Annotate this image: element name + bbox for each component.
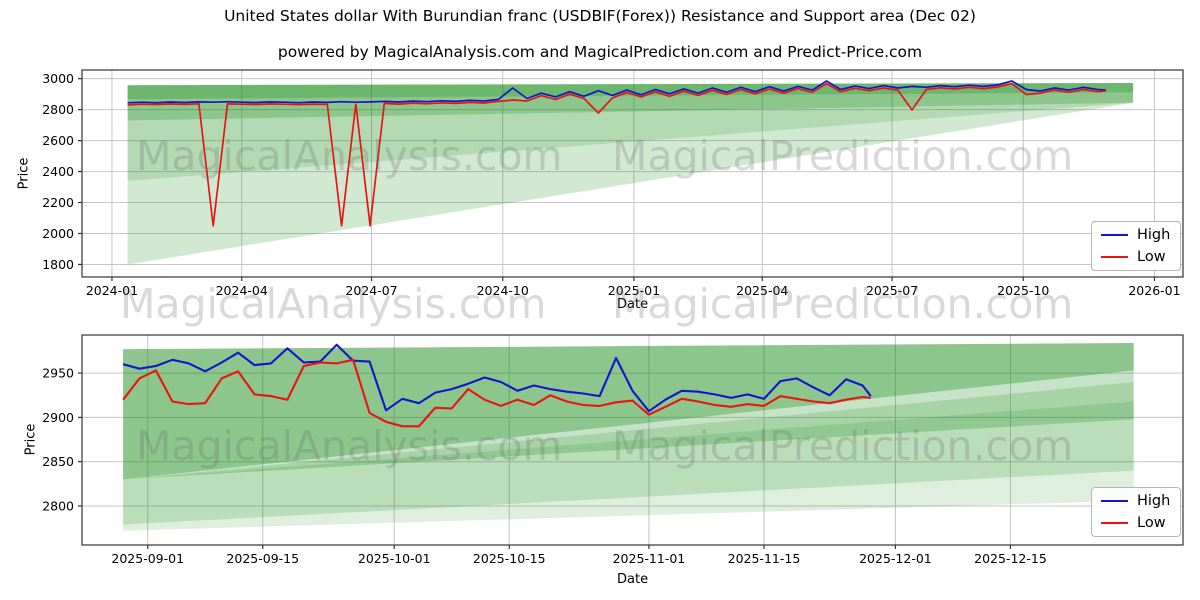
top-y-axis-label: Price	[16, 157, 32, 190]
support-resistance-band	[127, 102, 1134, 181]
top-x-axis-label: Date	[617, 297, 649, 312]
high-line	[127, 80, 1107, 104]
x-tick-label: 2026-01	[1128, 283, 1180, 298]
y-tick-label: 3000	[42, 71, 74, 86]
legend-entry-low: Low	[1101, 515, 1170, 531]
legend-entry-high: High	[1101, 493, 1170, 509]
bottom-y-axis-label: Price	[23, 423, 39, 456]
support-resistance-band	[123, 382, 1134, 525]
low-line-swatch	[1101, 256, 1128, 258]
y-tick-label: 2600	[42, 133, 74, 148]
bottom-legend: High Low	[1091, 487, 1182, 537]
x-tick-label: 2025-09-15	[226, 551, 299, 566]
x-tick-label: 2025-10	[997, 283, 1049, 298]
y-tick-label: 2850	[42, 454, 74, 469]
top-chart: 2024-01 2024-04 2024-07 2024-10 2025-01 2025-…	[42, 69, 1184, 298]
low-line	[122, 358, 871, 428]
support-resistance-band	[123, 401, 1134, 531]
y-tick-label: 2000	[42, 226, 74, 241]
legend-label-high: High	[1137, 493, 1171, 509]
top-legend: High Low	[1091, 221, 1182, 271]
legend-label-high: High	[1137, 227, 1171, 243]
support-resistance-band	[127, 83, 1134, 121]
x-tick-label: 2025-01	[608, 283, 660, 298]
support-resistance-band	[127, 102, 1134, 265]
x-tick-label: 2024-10	[477, 283, 529, 298]
x-tick-label: 2025-10-01	[358, 551, 431, 566]
x-tick-label: 2025-11-01	[613, 551, 686, 566]
chart-title: United States dollar With Burundian fran…	[224, 7, 976, 25]
chart-subtitle: powered by MagicalAnalysis.com and Magic…	[277, 43, 923, 61]
high-line-swatch	[1101, 500, 1128, 502]
x-tick-label: 2025-12-15	[974, 551, 1047, 566]
support-resistance-band	[123, 370, 1134, 480]
x-tick-label: 2025-07	[866, 283, 918, 298]
legend-label-low: Low	[1137, 249, 1166, 265]
axes-frame	[81, 69, 1184, 278]
x-tick-label: 2024-01	[86, 283, 138, 298]
y-tick-label: 2800	[42, 499, 74, 514]
x-tick-label: 2024-07	[345, 283, 397, 298]
low-line	[127, 82, 1107, 227]
x-tick-label: 2025-10-15	[473, 551, 546, 566]
y-tick-label: 2950	[42, 366, 74, 381]
legend-entry-high: High	[1101, 227, 1170, 243]
x-tick-label: 2025-12-01	[859, 551, 932, 566]
y-tick-label: 2200	[42, 195, 74, 210]
low-line-swatch	[1101, 522, 1128, 524]
legend-label-low: Low	[1137, 515, 1166, 531]
high-line	[122, 343, 872, 413]
axes-frame	[81, 334, 1184, 546]
x-tick-label: 2025-04	[736, 283, 788, 298]
y-tick-label: 2400	[42, 164, 74, 179]
x-tick-label: 2025-09-01	[111, 551, 184, 566]
legend-entry-low: Low	[1101, 249, 1170, 265]
y-tick-label: 2800	[42, 102, 74, 117]
y-tick-label: 2900	[42, 410, 74, 425]
bottom-chart: 2025-09-01 2025-09-15 2025-10-01 2025-10-15…	[42, 334, 1184, 566]
y-tick-label: 1800	[42, 257, 74, 272]
x-tick-label: 2024-04	[216, 283, 268, 298]
high-line-swatch	[1101, 234, 1128, 236]
x-tick-label: 2025-11-15	[728, 551, 801, 566]
bottom-x-axis-label: Date	[617, 572, 649, 587]
